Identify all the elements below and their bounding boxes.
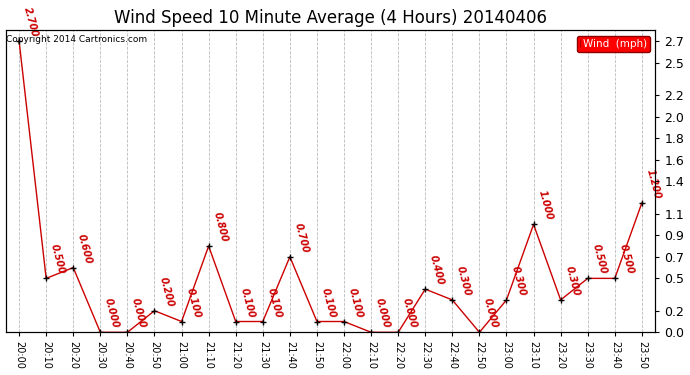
Text: 0.100: 0.100: [239, 286, 256, 319]
Text: 0.300: 0.300: [509, 265, 527, 297]
Text: 1.000: 1.000: [536, 189, 554, 222]
Text: 0.300: 0.300: [455, 265, 473, 297]
Text: 0.100: 0.100: [184, 286, 202, 319]
Legend: Wind  (mph): Wind (mph): [577, 36, 650, 52]
Title: Wind Speed 10 Minute Average (4 Hours) 20140406: Wind Speed 10 Minute Average (4 Hours) 2…: [114, 9, 547, 27]
Text: 0.800: 0.800: [211, 211, 229, 243]
Text: 0.000: 0.000: [130, 297, 148, 330]
Text: 0.500: 0.500: [49, 243, 66, 276]
Text: 0.200: 0.200: [157, 276, 175, 308]
Text: 0.500: 0.500: [618, 243, 635, 276]
Text: 0.100: 0.100: [266, 286, 283, 319]
Text: Copyright 2014 Cartronics.com: Copyright 2014 Cartronics.com: [6, 35, 148, 44]
Text: 0.100: 0.100: [319, 286, 337, 319]
Text: 0.100: 0.100: [347, 286, 364, 319]
Text: 0.600: 0.600: [76, 232, 94, 265]
Text: 2.700: 2.700: [22, 6, 39, 38]
Text: 0.000: 0.000: [482, 297, 500, 330]
Text: 0.000: 0.000: [374, 297, 391, 330]
Text: 0.500: 0.500: [591, 243, 608, 276]
Text: 1.200: 1.200: [644, 168, 662, 200]
Text: 0.700: 0.700: [293, 222, 310, 254]
Text: 0.000: 0.000: [103, 297, 121, 330]
Text: 0.300: 0.300: [564, 265, 581, 297]
Text: 0.000: 0.000: [401, 297, 419, 330]
Text: 0.400: 0.400: [428, 254, 446, 286]
